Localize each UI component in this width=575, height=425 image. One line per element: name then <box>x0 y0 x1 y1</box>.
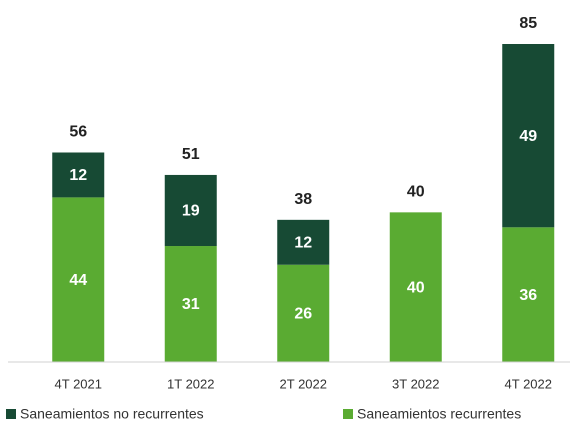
total-label: 56 <box>69 124 87 141</box>
total-label: 40 <box>407 184 425 201</box>
bar-segment <box>502 44 555 228</box>
value-label: 44 <box>69 272 87 289</box>
total-label: 85 <box>519 15 537 32</box>
x-tick-label: 2T 2022 <box>280 376 327 391</box>
legend-swatch <box>343 409 353 419</box>
value-label: 31 <box>182 296 200 313</box>
bar-segment <box>277 264 330 362</box>
legend-swatch <box>6 409 16 419</box>
legend-label: Saneamientos recurrentes <box>357 406 521 422</box>
legend-label: Saneamientos no recurrentes <box>20 406 204 422</box>
bar-segment <box>389 212 442 362</box>
value-label: 12 <box>294 235 312 252</box>
bar-segment <box>164 174 217 247</box>
bar-segment <box>502 227 555 362</box>
bar-segment <box>52 197 105 362</box>
bar-segment <box>164 246 217 362</box>
x-tick-label: 1T 2022 <box>167 376 214 391</box>
value-label: 12 <box>69 167 87 184</box>
x-tick-label: 4T 2021 <box>55 376 102 391</box>
total-label: 38 <box>294 191 312 208</box>
x-tick-label: 4T 2022 <box>505 376 552 391</box>
value-label: 49 <box>519 128 537 145</box>
value-label: 36 <box>519 287 537 304</box>
bar-segment <box>52 152 105 198</box>
total-label: 51 <box>182 146 200 163</box>
value-label: 26 <box>294 306 312 323</box>
bar-segment <box>277 219 330 265</box>
x-tick-label: 3T 2022 <box>392 376 439 391</box>
value-label: 19 <box>182 203 200 220</box>
value-label: 40 <box>407 279 425 296</box>
